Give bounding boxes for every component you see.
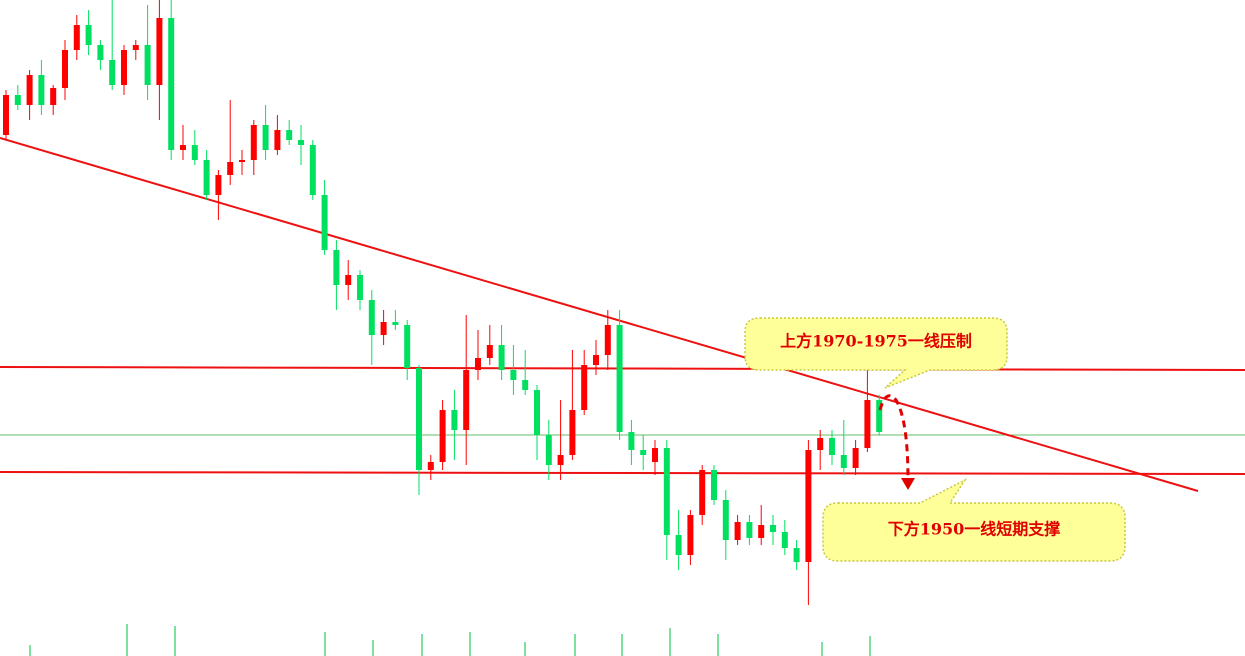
candle-body <box>180 145 186 150</box>
candle-body <box>451 410 458 430</box>
candle-body <box>876 400 883 432</box>
candle-body <box>581 365 588 410</box>
candle-body <box>121 50 127 85</box>
candle-body <box>770 525 776 532</box>
candle-body <box>357 275 363 300</box>
candle-body <box>250 125 257 160</box>
annotation: 下方1950一线短期支撑 <box>888 520 1061 539</box>
candle-body <box>97 45 104 60</box>
candle-body <box>628 432 635 450</box>
candle-body <box>427 462 434 470</box>
trend-line <box>0 137 1199 492</box>
candle-body <box>85 25 92 45</box>
candle-body <box>321 195 328 250</box>
candle-body <box>840 455 847 468</box>
candle-body <box>687 515 694 555</box>
candle-body <box>227 162 234 175</box>
candle-body <box>156 18 163 85</box>
annotation: 上方1970-1975一线压制 <box>780 332 972 351</box>
candle-body <box>817 438 824 450</box>
candle-body <box>26 75 33 105</box>
candle-body <box>380 322 387 335</box>
candle-body <box>805 450 812 562</box>
candle-body <box>345 275 352 285</box>
candle-body <box>215 175 222 195</box>
candle-body <box>640 450 647 455</box>
candle-body <box>62 50 68 88</box>
candle-body <box>73 25 80 50</box>
candle-body <box>722 500 729 540</box>
candle-body <box>38 75 45 105</box>
candle-body <box>463 370 470 430</box>
candle-body <box>746 522 753 538</box>
candle-body <box>829 438 835 455</box>
candle-body <box>132 45 139 50</box>
candle-body <box>604 325 611 355</box>
candle-body <box>404 325 411 368</box>
volume-ticks <box>29 624 871 656</box>
candle-body <box>203 160 210 195</box>
candle-body <box>262 125 269 150</box>
candle-body <box>439 410 446 462</box>
candle-body <box>191 145 198 160</box>
candle-body <box>239 160 245 162</box>
candle-body <box>309 145 316 195</box>
candle-body <box>758 525 765 538</box>
candle-body <box>663 448 670 535</box>
candle-body <box>522 380 529 390</box>
candle-body <box>852 448 859 468</box>
candle-body <box>392 322 399 325</box>
candle-body <box>569 410 576 455</box>
candle-body <box>510 370 517 380</box>
candle-body <box>545 435 552 465</box>
candle-body <box>109 60 116 85</box>
candle-body <box>557 455 564 465</box>
candle-body <box>50 88 57 105</box>
candle-body <box>144 45 151 85</box>
candle-body <box>699 470 706 515</box>
candle-body <box>286 130 293 140</box>
forecast-arrow <box>878 394 910 481</box>
candle-body <box>616 325 623 432</box>
candle-body <box>652 448 658 462</box>
candle-body <box>168 18 175 150</box>
candle-body <box>734 522 741 540</box>
candle-body <box>486 345 493 358</box>
candle-body <box>298 140 304 145</box>
candle-body <box>711 470 717 500</box>
callout-support: 下方1950一线短期支撑 <box>822 478 1126 562</box>
candles <box>3 0 883 605</box>
candle-body <box>3 95 9 135</box>
candle-body <box>675 535 682 555</box>
candle-body <box>14 95 21 105</box>
candle-body <box>793 548 800 562</box>
candle-body <box>333 250 340 285</box>
forecast-arrowhead <box>901 478 915 490</box>
candle-body <box>368 300 375 335</box>
candle-body <box>781 532 788 548</box>
callout-resistance: 上方1970-1975一线压制 <box>744 317 1008 389</box>
support-line <box>0 471 1245 475</box>
candle-body <box>864 400 871 448</box>
candle-body <box>534 390 540 435</box>
candle-body <box>274 130 281 150</box>
candle-body <box>416 368 422 470</box>
candle-body <box>498 345 505 370</box>
candle-body <box>475 358 481 370</box>
candle-body <box>593 355 599 365</box>
